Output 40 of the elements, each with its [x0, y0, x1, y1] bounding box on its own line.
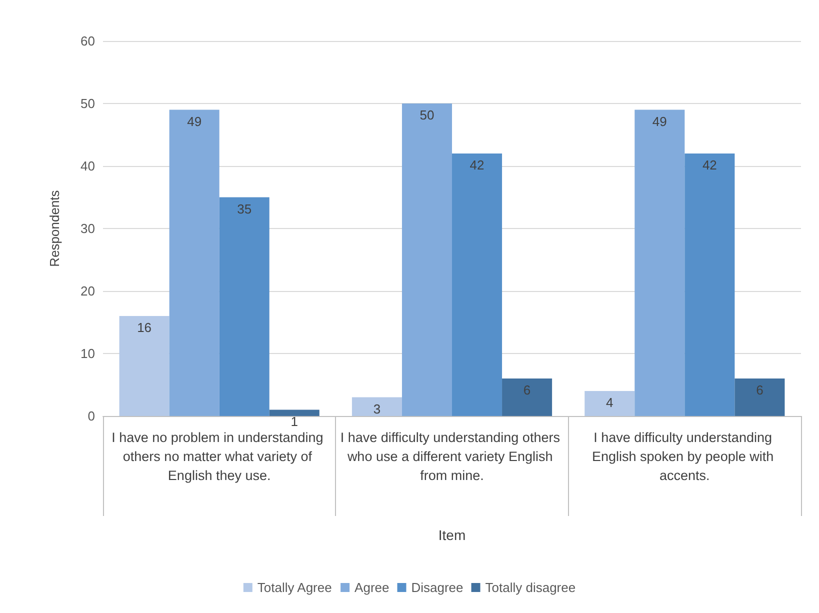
bar — [119, 316, 170, 416]
legend-label: Disagree — [411, 580, 464, 595]
legend-label: Totally Agree — [257, 580, 332, 595]
bar — [502, 378, 552, 416]
x-tick-label: I have no problem in understanding others no matter what variety of English they use. — [112, 430, 328, 483]
data-label: 35 — [237, 201, 252, 216]
bar — [734, 378, 785, 416]
data-label: 6 — [523, 382, 531, 398]
y-tick-label: 60 — [80, 34, 95, 48]
bar — [452, 154, 502, 416]
x-axis-title: Item — [438, 527, 466, 543]
bar — [169, 110, 220, 416]
bar — [352, 397, 402, 416]
data-label: 49 — [652, 114, 667, 129]
data-label: 50 — [420, 108, 434, 122]
bar — [219, 197, 270, 416]
y-axis-title: Respondents — [47, 190, 62, 267]
legend-label: Agree — [354, 580, 390, 595]
legend-label: Totally disagree — [485, 580, 576, 595]
bar — [402, 104, 452, 416]
bar — [684, 154, 735, 416]
y-tick-label: 30 — [80, 221, 95, 236]
data-label: 49 — [187, 114, 202, 129]
bar — [269, 410, 320, 416]
data-label: 42 — [702, 158, 717, 172]
y-tick-label: 50 — [80, 96, 95, 111]
data-label: 1 — [290, 414, 298, 429]
data-label: 4 — [606, 395, 614, 410]
data-label: 6 — [756, 382, 764, 398]
data-label: 16 — [137, 320, 152, 335]
y-tick-label: 10 — [80, 346, 95, 361]
data-label: 42 — [470, 158, 484, 172]
data-label: 3 — [373, 401, 381, 416]
bar — [634, 110, 685, 416]
bar — [584, 391, 635, 416]
y-tick-label: 0 — [88, 408, 95, 424]
x-tick-label: I have difficulty understanding others who use a different variety English from mine. — [340, 430, 564, 483]
x-tick-label: I have difficulty understanding English spoken by people with accents. — [592, 430, 778, 483]
y-tick-label: 40 — [80, 158, 95, 174]
y-tick-label: 20 — [80, 284, 95, 298]
